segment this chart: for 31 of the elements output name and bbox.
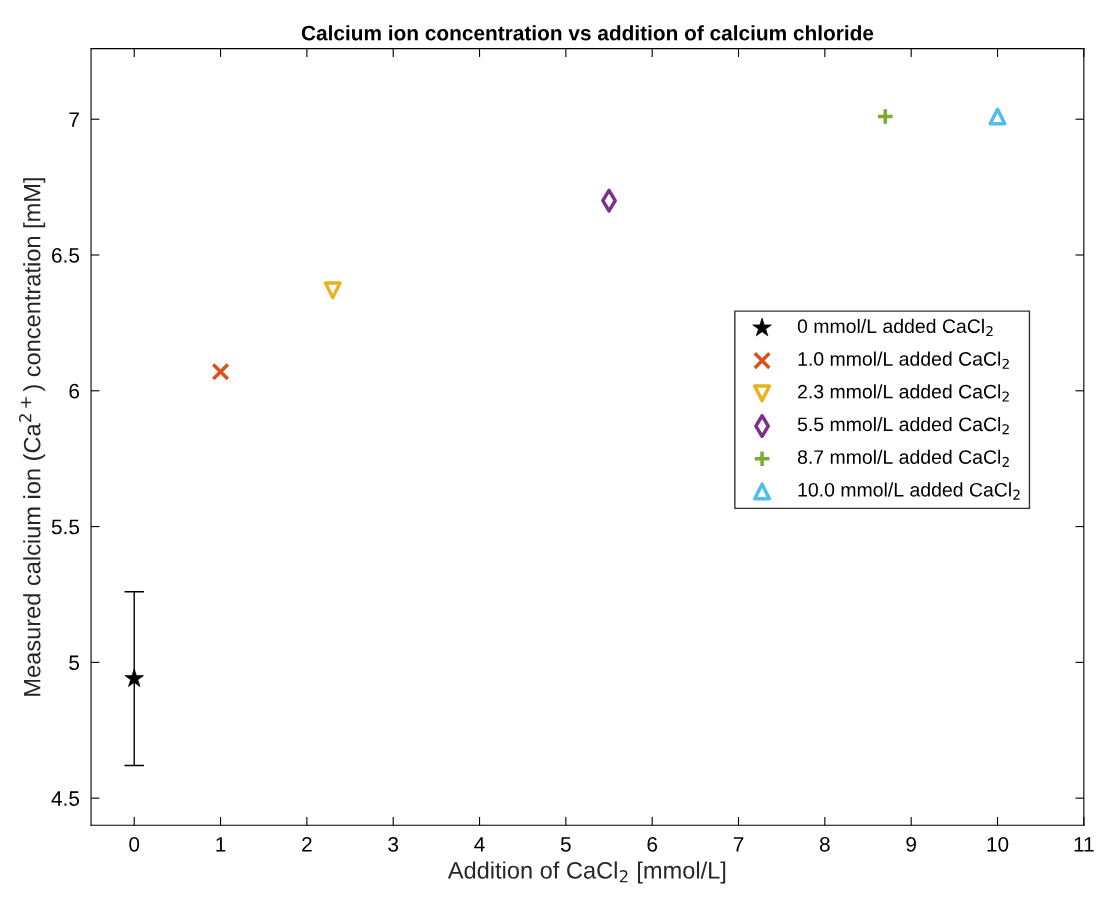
legend-label: 8.7 mmol/L added CaCl$_{2}$: [797, 449, 1009, 467]
point: [323, 281, 342, 300]
legend-label: 2.3 mmol/L added CaCl$_{2}$: [798, 384, 1009, 402]
x-tick-label: 10: [987, 836, 1009, 852]
x-tick-label: 0: [129, 836, 140, 852]
y-tick-label: 7: [69, 112, 79, 127]
y-tick-label: 5.5: [51, 519, 80, 535]
x-axis-title: Addition of CaCl$_{2}$ [mmol/L]: [447, 861, 726, 884]
y-axis-title: Measured calcium ion (Ca$^{2+}$) concentration [mM]: [18, 178, 46, 696]
x-tick-label: 1: [216, 837, 226, 852]
x-tick-label: 3: [388, 836, 399, 852]
y-tick-label: 6.5: [52, 248, 80, 263]
x-tick-label: 2: [302, 836, 312, 852]
y-tick-label: 6: [69, 383, 80, 399]
y-tick-label: 4.5: [51, 791, 80, 806]
x-tick-label: 4: [474, 837, 485, 852]
legend-label: 5.5 mmol/L added CaCl$_{2}$: [797, 416, 1009, 435]
point: [876, 107, 895, 126]
y-tick-label: 5: [69, 655, 80, 671]
legend-label: 10.0 mmol/L added CaCl$_{2}$: [798, 482, 1020, 500]
point: [988, 107, 1007, 126]
chart-title: Calcium ion concentration vs addition of calcium chloride: [301, 25, 874, 41]
legend-label: 0 mmol/L added CaCl$_{2}$: [797, 318, 993, 337]
legend-label: 1.0 mmol/L added CaCl$_{2}$: [798, 351, 1009, 369]
x-tick-label: 5: [560, 837, 571, 852]
x-tick-label: 6: [647, 836, 658, 852]
point: [211, 362, 230, 381]
x-tick-label: 8: [819, 836, 830, 852]
x-tick-label: 11: [1074, 837, 1094, 852]
x-tick-label: 7: [733, 837, 744, 852]
x-tick-label: 9: [906, 836, 916, 852]
